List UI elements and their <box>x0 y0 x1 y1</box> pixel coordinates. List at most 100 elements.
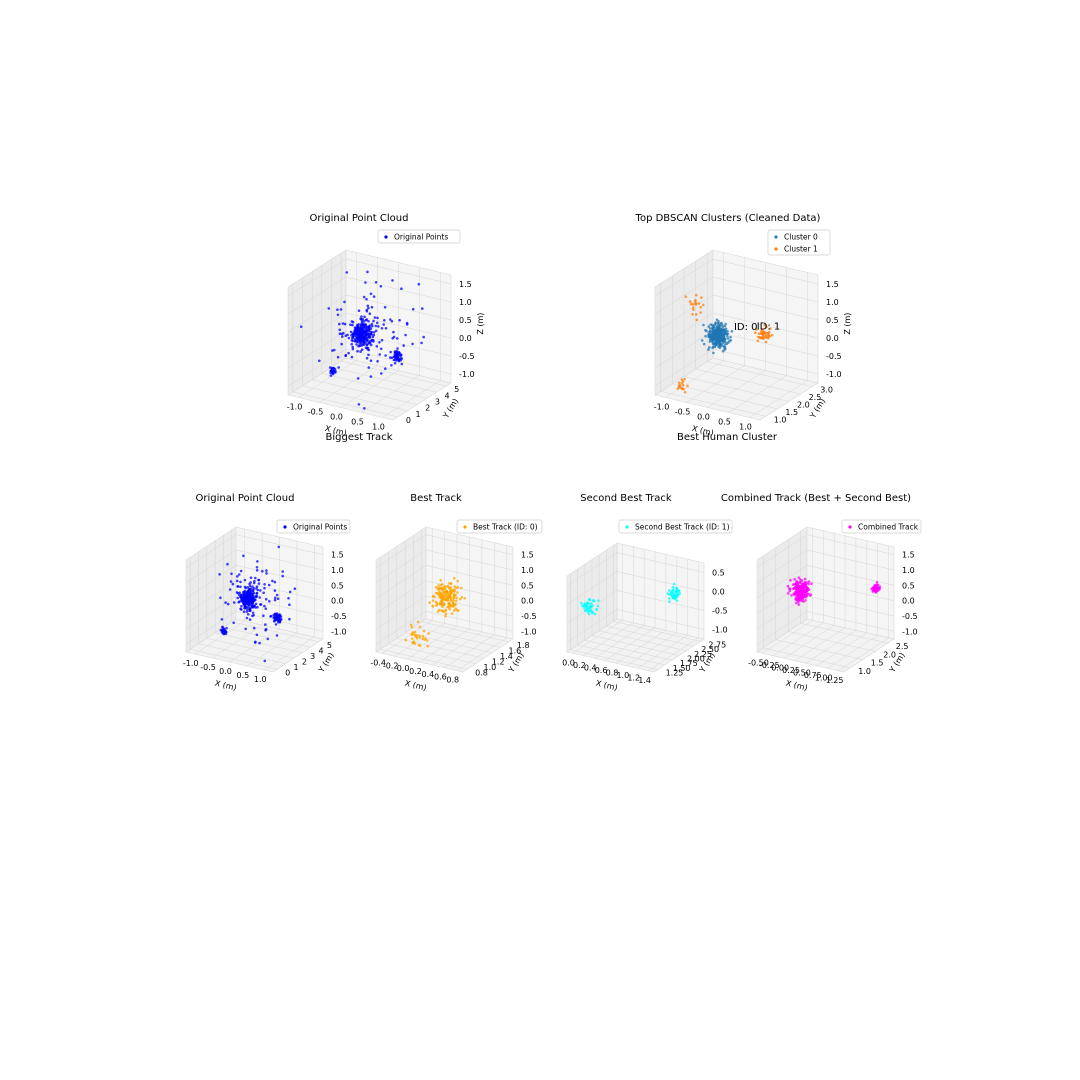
data-point <box>253 604 256 608</box>
data-point <box>252 591 256 595</box>
data-point <box>267 583 271 587</box>
data-point <box>726 335 729 338</box>
data-point <box>274 614 278 617</box>
data-point <box>395 337 399 340</box>
data-point <box>343 300 346 304</box>
data-point <box>719 343 723 346</box>
data-point <box>356 325 360 328</box>
data-point <box>262 614 265 617</box>
data-point <box>720 330 723 333</box>
data-point <box>803 582 806 586</box>
legend: Best Track (ID: 0) <box>456 519 543 534</box>
data-point <box>716 329 720 333</box>
data-point <box>762 330 766 334</box>
series-0 <box>580 582 681 616</box>
data-point <box>585 607 588 610</box>
data-point <box>254 576 257 580</box>
x-tick-label: 0.8 <box>606 668 619 677</box>
data-point <box>263 583 266 586</box>
data-point <box>383 319 386 322</box>
data-point <box>372 319 375 323</box>
z-tick-label: -0.5 <box>826 352 842 361</box>
series-0 <box>218 545 297 663</box>
data-point <box>404 638 408 642</box>
data-point <box>264 628 267 632</box>
data-point <box>353 340 357 343</box>
data-point <box>718 323 721 327</box>
data-point <box>418 636 422 639</box>
data-point <box>224 601 227 604</box>
data-point <box>374 324 378 328</box>
x-tick-label: 0.0 <box>562 658 575 667</box>
data-point <box>244 586 247 590</box>
data-point <box>702 323 705 327</box>
x-tick-label: -0.5 <box>200 663 216 672</box>
x-tick-label: 1.2 <box>627 673 640 682</box>
data-point <box>712 351 715 355</box>
data-point <box>245 610 249 613</box>
data-point <box>379 285 383 288</box>
data-point <box>398 351 401 355</box>
data-point <box>807 582 810 586</box>
data-point <box>367 353 370 357</box>
data-point <box>252 613 255 617</box>
z-tick-label: 0.0 <box>331 597 344 606</box>
data-point <box>288 603 291 606</box>
data-point <box>299 325 303 329</box>
cluster-id-annotation: ID: 1 <box>757 321 781 332</box>
data-point <box>799 578 802 581</box>
x-tick-label: 0.50 <box>793 668 811 677</box>
data-point <box>263 604 266 608</box>
data-point <box>683 391 687 394</box>
y-tick-label: 1.6 <box>509 646 522 655</box>
data-point <box>399 356 402 360</box>
data-point <box>452 593 456 596</box>
data-point <box>796 598 800 601</box>
data-point <box>259 589 262 592</box>
data-point <box>721 339 724 342</box>
data-point <box>235 579 239 583</box>
data-point <box>792 587 796 590</box>
data-point <box>434 586 438 589</box>
chart-panel-3: -0.4-0.20.0 0.2 0.4 0.6 0.80.81.01.21.41.61.… <box>370 493 543 693</box>
data-point <box>218 573 221 576</box>
data-point <box>334 371 337 374</box>
x-tick-label: 0.2 <box>409 667 422 676</box>
data-point <box>240 605 243 608</box>
x-tick-label: 0.6 <box>595 666 608 675</box>
data-point <box>721 349 725 353</box>
data-point <box>808 594 812 597</box>
data-point <box>393 361 397 365</box>
data-point <box>253 579 256 583</box>
series-0 <box>299 270 426 410</box>
data-point <box>719 338 722 342</box>
data-point <box>730 330 734 333</box>
data-point <box>418 625 422 629</box>
y-tick-label: 1.5 <box>785 408 798 417</box>
data-point <box>441 601 444 604</box>
data-point <box>795 601 798 605</box>
data-point <box>249 599 253 602</box>
data-point <box>370 322 374 326</box>
data-point <box>411 342 414 346</box>
data-point <box>226 602 230 606</box>
data-point <box>770 333 774 337</box>
data-point <box>795 587 799 590</box>
data-point <box>459 597 462 601</box>
z-tick-label: 0.5 <box>826 316 839 325</box>
data-point <box>328 366 332 369</box>
x-axis-label: X (m) <box>214 679 238 693</box>
data-point <box>359 350 362 353</box>
data-point <box>389 350 393 354</box>
data-point <box>380 327 384 330</box>
data-point <box>241 600 244 604</box>
data-point <box>792 583 795 586</box>
data-point <box>369 359 373 363</box>
data-point <box>390 356 394 360</box>
data-point <box>397 359 401 362</box>
data-point <box>359 331 362 335</box>
data-point <box>398 319 401 322</box>
z-tick-label: 1.0 <box>902 566 915 575</box>
data-point <box>760 327 764 331</box>
chart-title: Best Track <box>410 493 462 504</box>
